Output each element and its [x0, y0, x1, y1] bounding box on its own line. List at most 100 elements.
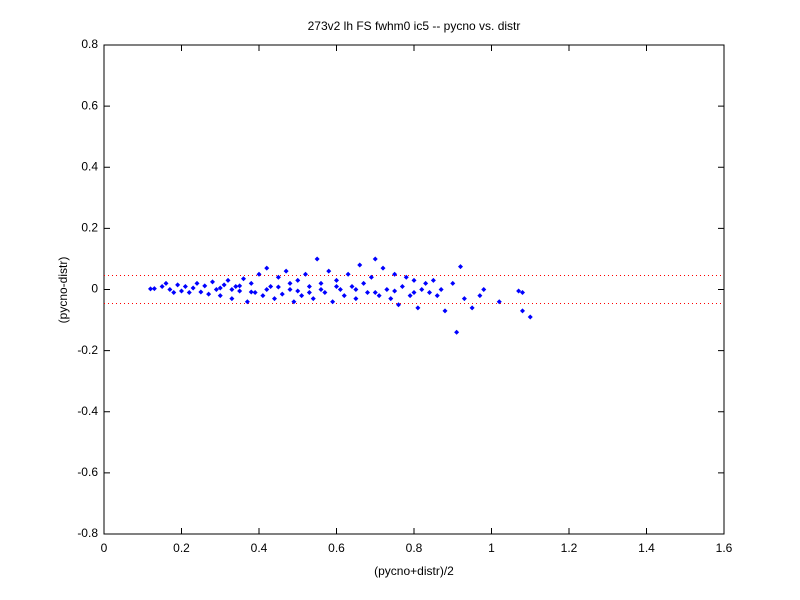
scatter-point — [264, 265, 270, 271]
y-tick-label: 0 — [91, 282, 98, 296]
scatter-point — [454, 329, 460, 335]
scatter-point — [179, 288, 184, 294]
scatter-point — [303, 271, 308, 277]
scatter-point — [221, 282, 227, 288]
scatter-point — [376, 293, 382, 299]
scatter-point — [213, 287, 219, 292]
scatter-point — [248, 280, 254, 286]
scatter-point — [264, 287, 270, 292]
scatter-point — [306, 283, 312, 289]
scatter-point — [520, 290, 525, 296]
scatter-point — [287, 287, 293, 292]
y-tick-label: 0.8 — [81, 37, 98, 51]
scatter-point — [198, 289, 204, 295]
scatter-point — [341, 293, 347, 299]
scatter-point — [396, 302, 401, 308]
scatter-point — [461, 296, 467, 302]
plot-area — [103, 44, 725, 535]
scatter-point — [217, 285, 223, 291]
scatter-point — [407, 293, 413, 299]
y-axis-label: (pycno-distr) — [56, 257, 70, 324]
scatter-point — [314, 256, 320, 262]
scatter-point — [194, 280, 200, 286]
scatter-point — [372, 256, 378, 262]
scatter-point — [202, 283, 208, 289]
scatter-point — [349, 283, 355, 289]
y-tick-label: 0.2 — [81, 221, 98, 235]
scatter-point — [334, 283, 339, 289]
scatter-point — [148, 286, 153, 292]
scatter-point — [365, 290, 370, 296]
scatter-point — [442, 308, 448, 314]
scatter-point — [430, 277, 436, 283]
scatter-point — [423, 280, 429, 286]
scatter-point — [357, 262, 363, 268]
scatter-point — [186, 290, 192, 296]
scatter-point — [310, 296, 316, 302]
scatter-point — [322, 290, 328, 296]
scatter-point — [477, 293, 483, 299]
scatter-point — [427, 290, 432, 296]
scatter-point — [237, 283, 243, 289]
scatter-point — [272, 296, 277, 302]
scatter-point — [368, 274, 374, 280]
scatter-point — [182, 283, 188, 289]
scatter-point — [248, 289, 254, 295]
scatter-point — [520, 308, 525, 314]
scatter-point — [295, 277, 301, 283]
scatter-point — [403, 274, 409, 280]
scatter-point — [210, 279, 215, 285]
scatter-point — [241, 276, 246, 282]
scatter-point — [450, 280, 456, 286]
scatter-point — [326, 268, 332, 274]
scatter-point — [372, 290, 378, 296]
x-tick-label: 0 — [101, 541, 108, 555]
scatter-point — [167, 287, 173, 292]
scatter-point — [337, 287, 343, 292]
x-tick-label: 1.2 — [561, 541, 578, 555]
x-tick-label: 1 — [488, 541, 495, 555]
scatter-point — [299, 293, 305, 299]
scatter-point — [291, 299, 297, 305]
scatter-point — [151, 286, 157, 292]
scatter-point — [481, 287, 487, 292]
scatter-point — [388, 296, 394, 302]
scatter-point — [283, 268, 289, 274]
scatter-point — [411, 290, 417, 296]
scatter-point — [306, 290, 312, 296]
chart-title: 273v2 lh FS fwhm0 ic5 -- pycno vs. distr — [308, 19, 521, 33]
scatter-point — [275, 284, 281, 290]
y-tick-label: 0.6 — [81, 98, 98, 112]
scatter-point — [392, 288, 398, 294]
scatter-point — [434, 293, 440, 299]
x-tick-label: 0.2 — [173, 541, 190, 555]
scatter-point — [438, 287, 444, 292]
scatter-point — [268, 283, 274, 289]
x-axis-label: (pycno+distr)/2 — [374, 564, 454, 578]
scatter-point — [392, 271, 398, 277]
scatter-point — [361, 280, 367, 286]
y-tick-label: -0.6 — [77, 465, 98, 479]
scatter-point — [229, 296, 235, 302]
scatter-point — [159, 283, 165, 289]
scatter-point — [345, 271, 351, 277]
y-tick-label: 0.4 — [81, 159, 98, 173]
scatter-point — [334, 277, 339, 283]
scatter-point — [527, 314, 533, 320]
scatter-point — [295, 288, 301, 294]
scatter-point — [256, 271, 262, 277]
scatter-point — [516, 288, 522, 294]
scatter-point — [287, 280, 293, 286]
scatter-point — [496, 299, 502, 305]
x-tick-label: 0.8 — [406, 541, 423, 555]
scatter-point — [252, 290, 258, 296]
scatter-point — [163, 280, 169, 286]
scatter-point — [318, 287, 324, 292]
y-tick-label: -0.2 — [77, 343, 98, 357]
scatter-point — [318, 280, 324, 286]
scatter-point — [190, 285, 196, 291]
x-tick-label: 1.4 — [638, 541, 655, 555]
x-tick-label: 0.6 — [328, 541, 345, 555]
scatter-point — [206, 291, 212, 297]
